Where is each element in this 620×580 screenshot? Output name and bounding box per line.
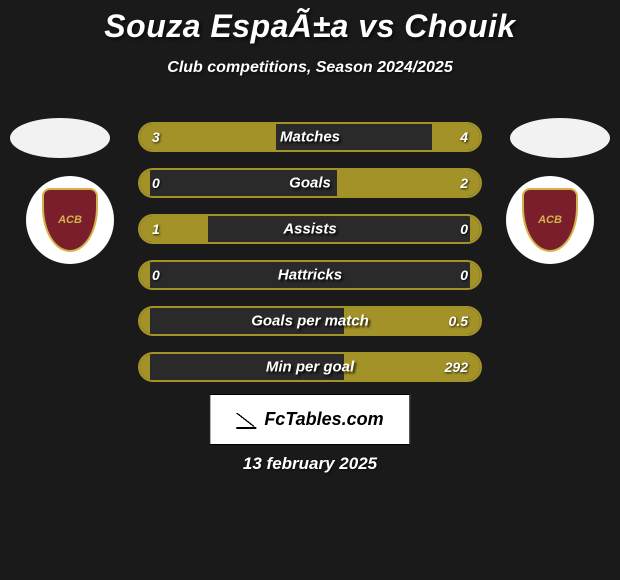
stat-value-right: 0 bbox=[460, 221, 468, 237]
stat-bar-left bbox=[140, 170, 150, 196]
stat-label: Min per goal bbox=[266, 359, 354, 376]
page-title: Souza EspaÃ±a vs Chouik bbox=[0, 0, 620, 45]
stat-row: 0 2 Goals bbox=[138, 168, 482, 198]
stat-bar-right bbox=[470, 262, 480, 288]
stat-value-right: 292 bbox=[445, 359, 468, 375]
stat-bar-left bbox=[140, 308, 150, 334]
stat-label: Goals per match bbox=[251, 313, 369, 330]
stat-value-left: 1 bbox=[152, 221, 160, 237]
stat-bar-left bbox=[140, 216, 208, 242]
date-label: 13 february 2025 bbox=[243, 454, 377, 474]
stat-value-left: 0 bbox=[152, 175, 160, 191]
stat-row: 1 0 Assists bbox=[138, 214, 482, 244]
stat-bar-right bbox=[337, 170, 480, 196]
club-shield-icon: ACB bbox=[42, 188, 98, 252]
stat-bar-right bbox=[432, 124, 480, 150]
brand-label: FcTables.com bbox=[264, 409, 383, 430]
chart-icon bbox=[236, 411, 258, 429]
club-badge-right: ACB bbox=[506, 176, 594, 264]
stats-container: 3 4 Matches 0 2 Goals 1 0 Assists 0 0 Hattricks 0.5 G… bbox=[138, 122, 482, 398]
stat-bar-right bbox=[470, 216, 480, 242]
club-badge-left: ACB bbox=[26, 176, 114, 264]
stat-label: Assists bbox=[283, 221, 336, 238]
player-avatar-left bbox=[10, 118, 110, 158]
stat-value-right: 4 bbox=[460, 129, 468, 145]
club-shield-icon: ACB bbox=[522, 188, 578, 252]
stat-row: 0 0 Hattricks bbox=[138, 260, 482, 290]
stat-bar-left bbox=[140, 124, 276, 150]
stat-value-right: 0 bbox=[460, 267, 468, 283]
stat-bar-left bbox=[140, 354, 150, 380]
stat-value-left: 0 bbox=[152, 267, 160, 283]
subtitle: Club competitions, Season 2024/2025 bbox=[0, 59, 620, 77]
stat-label: Goals bbox=[289, 175, 331, 192]
stat-label: Matches bbox=[280, 129, 340, 146]
stat-value-right: 0.5 bbox=[449, 313, 468, 329]
stat-row: 3 4 Matches bbox=[138, 122, 482, 152]
stat-row: 292 Min per goal bbox=[138, 352, 482, 382]
stat-bar-left bbox=[140, 262, 150, 288]
player-avatar-right bbox=[510, 118, 610, 158]
stat-row: 0.5 Goals per match bbox=[138, 306, 482, 336]
stat-value-left: 3 bbox=[152, 129, 160, 145]
brand-badge: FcTables.com bbox=[209, 394, 410, 445]
stat-value-right: 2 bbox=[460, 175, 468, 191]
stat-label: Hattricks bbox=[278, 267, 342, 284]
